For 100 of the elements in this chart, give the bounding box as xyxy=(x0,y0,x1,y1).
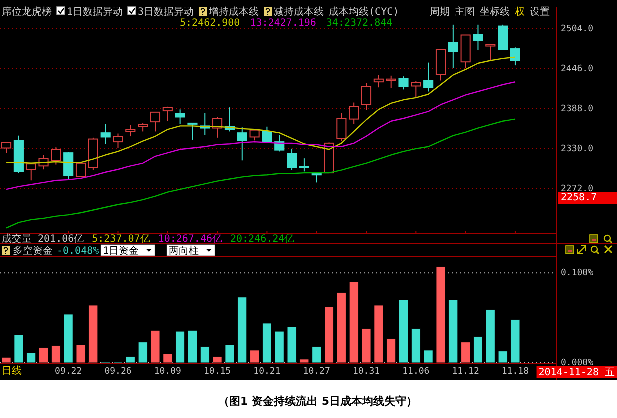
x-tick-label: 10.31 xyxy=(352,367,380,377)
text: （图1 资金持续流出 5日成本均线失守） xyxy=(218,395,418,408)
candlestick xyxy=(287,148,298,171)
bar xyxy=(324,307,334,364)
annotation: 主图 xyxy=(455,6,475,18)
candlestick xyxy=(175,109,186,125)
text: 10:267.46亿 xyxy=(158,234,222,245)
x-tick-label: 10.09 xyxy=(154,367,182,377)
dropdown-field: 1日资金 xyxy=(100,244,156,257)
candlestick xyxy=(473,24,484,51)
annotation: 席位龙虎榜 xyxy=(2,6,52,18)
y-tick-label: 0.100% xyxy=(561,268,594,279)
annotation: 成本均线(CYC) xyxy=(329,6,400,18)
annotation: 1日资金 xyxy=(103,245,140,257)
y-tick-label: 2272.0 xyxy=(561,184,594,194)
annotation: 多空资金 xyxy=(13,245,53,257)
bar xyxy=(398,300,409,364)
bar xyxy=(349,282,359,364)
text: 5:2462.900 xyxy=(180,18,240,29)
bar xyxy=(26,352,36,364)
candlestick xyxy=(188,122,198,140)
dropdown-field: 两向柱 xyxy=(166,244,216,257)
bar xyxy=(88,305,98,364)
bar xyxy=(312,346,322,364)
annotation: 3日数据异动 xyxy=(138,6,194,18)
annotation: 权 xyxy=(514,6,525,18)
candlestick xyxy=(126,125,136,138)
bar xyxy=(411,328,421,364)
x-tick-label: 09.22 xyxy=(55,367,82,377)
x-tick-label: 11.06 xyxy=(402,367,430,377)
bar xyxy=(374,305,384,364)
bar xyxy=(486,310,496,364)
y-tick-label: 0.000% xyxy=(561,358,594,368)
bar xyxy=(225,344,235,364)
candlestick xyxy=(486,44,496,62)
x-tick-label: 10.21 xyxy=(254,367,281,377)
annotation: 1日数据异动 xyxy=(67,6,124,18)
bar xyxy=(362,328,372,364)
bar xyxy=(274,331,284,364)
annotation: 坐标线 xyxy=(480,6,510,18)
candlestick xyxy=(299,158,310,172)
candlestick xyxy=(237,127,248,162)
bar xyxy=(300,359,310,364)
bar xyxy=(176,331,186,364)
candlestick xyxy=(150,112,161,132)
bar xyxy=(38,347,49,364)
bar xyxy=(212,356,222,364)
annotation: -0.048% xyxy=(57,246,100,257)
annotation: 减持成本线 xyxy=(274,6,324,18)
bar xyxy=(287,326,297,364)
annotation: 增持成本线 xyxy=(208,6,260,18)
x-tick-label: 10.27 xyxy=(303,367,330,377)
text: 2014-11-28 五 xyxy=(538,368,616,378)
text: 13:2427.196 xyxy=(250,18,316,29)
line-series xyxy=(6,118,516,229)
x-tick-label: 11.12 xyxy=(452,367,480,377)
text: 2258.7 xyxy=(561,192,598,204)
bar xyxy=(238,297,248,364)
candlestick xyxy=(26,162,36,182)
bar xyxy=(126,356,136,364)
text: 成交量 201.06亿 xyxy=(2,233,84,245)
bar xyxy=(64,314,74,364)
bar xyxy=(138,342,148,364)
candlestick xyxy=(398,76,409,90)
text: 日线 xyxy=(2,365,22,377)
bar xyxy=(448,300,458,364)
candlestick xyxy=(510,47,520,66)
text: 34:2372.844 xyxy=(326,18,393,29)
bar xyxy=(424,350,434,364)
y-tick-label: 2330.0 xyxy=(561,144,594,154)
bar xyxy=(51,346,61,364)
candlestick xyxy=(51,147,62,166)
x-tick-label: 10.15 xyxy=(204,367,232,377)
bar xyxy=(386,338,396,364)
bar xyxy=(510,320,520,364)
annotation: 两向柱 xyxy=(169,245,200,257)
candlestick xyxy=(349,102,360,125)
bar xyxy=(250,350,260,364)
x-tick-label: 09.26 xyxy=(104,367,132,377)
bar xyxy=(76,344,86,364)
bar xyxy=(150,330,160,364)
candlestick xyxy=(448,24,458,69)
bar xyxy=(498,351,508,364)
bar xyxy=(473,336,484,364)
annotation: 周期 xyxy=(430,6,450,18)
bar xyxy=(14,334,24,364)
candlestick xyxy=(411,80,422,98)
bar xyxy=(336,292,346,364)
line-series xyxy=(6,82,516,190)
y-tick-label: 2504.0 xyxy=(561,24,594,35)
y-tick-label: 2388.0 xyxy=(561,104,594,114)
text: 5:237.07亿 xyxy=(92,234,150,245)
text: 20:246.24亿 xyxy=(230,234,295,245)
y-tick-label: 2446.0 xyxy=(561,64,594,74)
bar xyxy=(262,323,272,364)
candlestick xyxy=(424,62,434,92)
bar xyxy=(163,354,173,364)
bar xyxy=(188,330,198,364)
candlestick xyxy=(361,82,372,111)
candlestick xyxy=(113,133,124,149)
